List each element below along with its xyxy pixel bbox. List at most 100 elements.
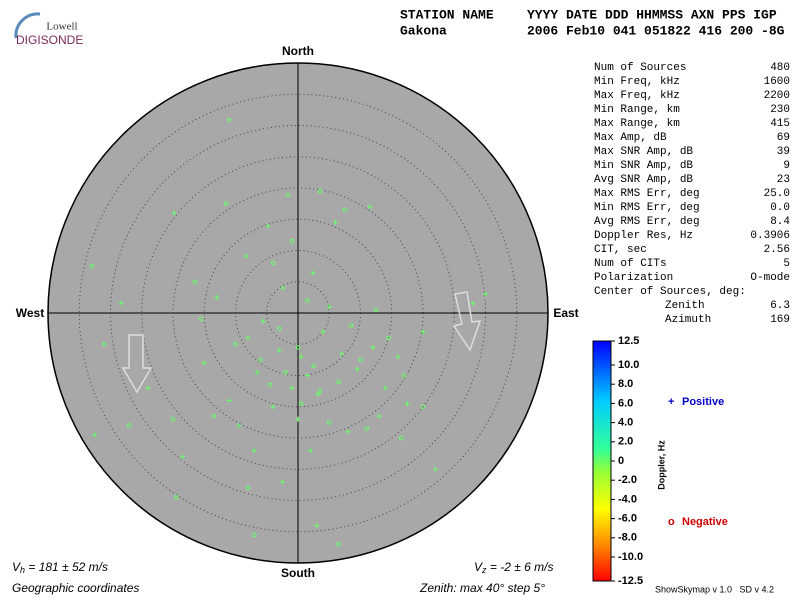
source-negative xyxy=(420,404,426,410)
stat-value: 415 xyxy=(770,118,790,130)
header-value: Gakona xyxy=(400,23,447,38)
source-negative xyxy=(170,416,176,422)
stat-label: Max Range, km xyxy=(594,118,680,130)
source-negative xyxy=(401,373,407,378)
source-negative xyxy=(192,279,198,285)
logo-swoosh xyxy=(14,12,41,39)
source-negative xyxy=(245,485,251,491)
source-positive xyxy=(251,448,257,453)
source-positive xyxy=(280,285,286,291)
legend-symbol: + xyxy=(668,396,674,408)
stat-value: 69 xyxy=(777,132,790,144)
colorbar-tick-label: -12.5 xyxy=(618,575,643,587)
colorbar-tick-label: 12.5 xyxy=(618,335,639,347)
stat-label: Max RMS Err, deg xyxy=(594,188,700,200)
stat-label: Max Amp, dB xyxy=(594,132,667,144)
source-positive xyxy=(483,291,488,297)
stat-label: Num of CITs xyxy=(594,258,667,270)
source-positive xyxy=(367,204,373,210)
colorbar-tick-label: 2.0 xyxy=(618,436,633,448)
stat-label: Azimuth xyxy=(665,314,711,326)
source-positive xyxy=(214,294,220,300)
stat-label: Max Freq, kHz xyxy=(594,90,680,102)
source-positive xyxy=(260,318,266,324)
colorbar-tick-label: 10.0 xyxy=(618,359,639,371)
colorbar-tick-label: 8.0 xyxy=(618,378,633,390)
source-positive xyxy=(289,385,295,391)
source-positive xyxy=(345,429,351,435)
source-positive xyxy=(320,329,326,335)
source-negative xyxy=(211,413,216,419)
header-label: STATION NAME xyxy=(400,7,494,22)
west-label: West xyxy=(16,306,44,320)
source-positive xyxy=(226,398,232,403)
legend-text: Positive xyxy=(682,396,724,408)
source-positive xyxy=(339,351,345,357)
stat-value: 9 xyxy=(783,160,790,172)
source-positive xyxy=(245,335,251,341)
stat-value: 39 xyxy=(777,146,790,158)
stat-label: Min Freq, kHz xyxy=(594,76,680,88)
source-negative xyxy=(101,341,107,347)
source-positive xyxy=(226,117,232,123)
source-positive xyxy=(376,413,382,419)
stat-value: 2.56 xyxy=(764,244,790,256)
stat-value: 2200 xyxy=(764,90,790,102)
vh: Vh = 181 ± 52 m/s xyxy=(12,560,108,575)
header-label: YYYY DATE DDD HHMMSS AXN PPS IGP xyxy=(527,7,777,22)
source-positive xyxy=(201,360,207,366)
colorbar xyxy=(592,340,612,582)
source-negative xyxy=(364,426,370,431)
stat-value: 23 xyxy=(777,174,790,186)
source-negative xyxy=(289,238,295,244)
source-negative xyxy=(336,541,341,547)
source-positive xyxy=(370,344,376,350)
colorbar-tick-label: 0 xyxy=(618,455,624,467)
colorbar-tick-label: -4.0 xyxy=(618,493,637,505)
source-positive xyxy=(279,479,285,485)
header: STATION NAME YYYY DATE DDD HHMMSS AXN PP… xyxy=(400,7,785,38)
stat-value: 1600 xyxy=(764,76,790,88)
velocity-arrow xyxy=(452,291,482,352)
version: ShowSkymap v 1.0 SD v 4.2 xyxy=(655,584,774,594)
stat-label: Zenith xyxy=(665,300,705,312)
source-positive xyxy=(383,385,388,391)
source-positive xyxy=(254,369,260,375)
stat-value: 8.4 xyxy=(770,216,790,228)
zenith-info: Zenith: max 40° step 5° xyxy=(419,581,545,595)
source-negative xyxy=(336,379,341,385)
source-negative xyxy=(317,188,323,194)
source-positive xyxy=(420,329,426,335)
source-positive xyxy=(404,401,410,407)
logo-bottom: DIGISONDE xyxy=(16,33,83,47)
source-positive xyxy=(433,466,438,472)
stats-panel: Num of Sources 480 Min Freq, kHz 1600 Max Fr… xyxy=(594,62,790,326)
source-negative xyxy=(251,532,257,538)
colorbar-tick-label: 4.0 xyxy=(618,417,633,429)
colorbar-label: Doppler, Hz xyxy=(656,440,666,490)
source-negative xyxy=(173,495,179,500)
source-negative xyxy=(311,363,316,369)
source-negative xyxy=(295,345,301,350)
source-positive xyxy=(304,373,310,378)
stat-label: Min SNR Amp, dB xyxy=(594,160,693,172)
stat-value: 230 xyxy=(770,104,790,116)
source-negative xyxy=(386,335,391,341)
source-positive xyxy=(470,301,476,307)
source-positive xyxy=(395,354,401,360)
stat-label: Min Range, km xyxy=(594,104,680,116)
source-negative xyxy=(298,401,304,406)
stat-label: Center of Sources, deg: xyxy=(594,286,746,298)
logo-top: Lowell xyxy=(46,21,77,33)
east-label: East xyxy=(553,306,578,320)
stat-label: Doppler Res, Hz xyxy=(594,230,693,242)
source-positive xyxy=(171,210,177,216)
colorbar-tick-label: 6.0 xyxy=(618,397,633,409)
vz: Vz = -2 ± 6 m/s xyxy=(474,560,553,575)
header-value: 2006 Feb10 041 051822 416 200 -8G xyxy=(527,23,785,38)
source-negative xyxy=(358,357,363,363)
source-negative xyxy=(342,207,348,213)
stat-label: Min RMS Err, deg xyxy=(594,202,700,214)
north-label: North xyxy=(282,44,314,58)
source-positive xyxy=(326,304,332,310)
